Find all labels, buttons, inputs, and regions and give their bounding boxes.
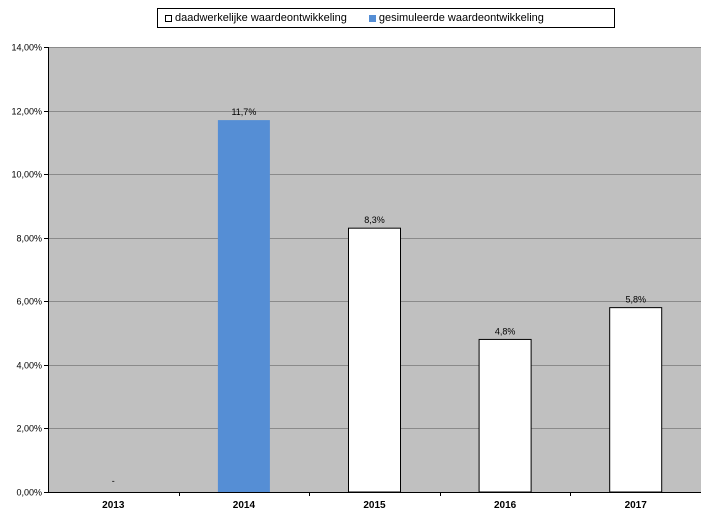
y-tick-label: 12,00% bbox=[11, 107, 42, 117]
legend-swatch-actual bbox=[165, 14, 172, 22]
chart-legend: daadwerkelijke waardeontwikkeling gesimu… bbox=[157, 8, 615, 28]
legend-label-simulated: gesimuleerde waardeontwikkeling bbox=[378, 12, 544, 24]
y-tick-label: 10,00% bbox=[11, 170, 42, 180]
x-tick-label: 2013 bbox=[102, 500, 125, 509]
y-tick-label: 0,00% bbox=[16, 488, 42, 498]
x-tick-label: 2014 bbox=[233, 500, 256, 509]
bar-2017 bbox=[609, 307, 663, 493]
data-label-2013: - bbox=[112, 476, 115, 486]
data-label-2014: 11,7% bbox=[231, 107, 256, 117]
legend-swatch-simulated bbox=[368, 14, 376, 22]
data-label-2016: 4,8% bbox=[495, 326, 516, 336]
data-label-2015: 8,3% bbox=[364, 215, 385, 225]
bar-2015 bbox=[348, 227, 401, 493]
y-tick-label: 8,00% bbox=[16, 234, 42, 244]
y-tick-label: 2,00% bbox=[16, 424, 42, 434]
bar-2014 bbox=[217, 120, 270, 492]
data-label-2017: 5,8% bbox=[625, 295, 646, 305]
y-tick-label: 4,00% bbox=[16, 361, 42, 371]
x-tick-label: 2017 bbox=[625, 500, 648, 509]
x-tick-label: 2015 bbox=[363, 500, 386, 509]
legend-item-simulated: gesimuleerde waardeontwikkeling bbox=[368, 12, 544, 24]
bar-2016 bbox=[478, 338, 532, 493]
legend-item-actual: daadwerkelijke waardeontwikkeling bbox=[165, 12, 347, 24]
y-tick-label: 6,00% bbox=[16, 297, 42, 307]
y-tick-label: 14,00% bbox=[11, 43, 42, 53]
x-tick-label: 2016 bbox=[494, 500, 517, 509]
legend-label-actual: daadwerkelijke waardeontwikkeling bbox=[175, 12, 347, 24]
